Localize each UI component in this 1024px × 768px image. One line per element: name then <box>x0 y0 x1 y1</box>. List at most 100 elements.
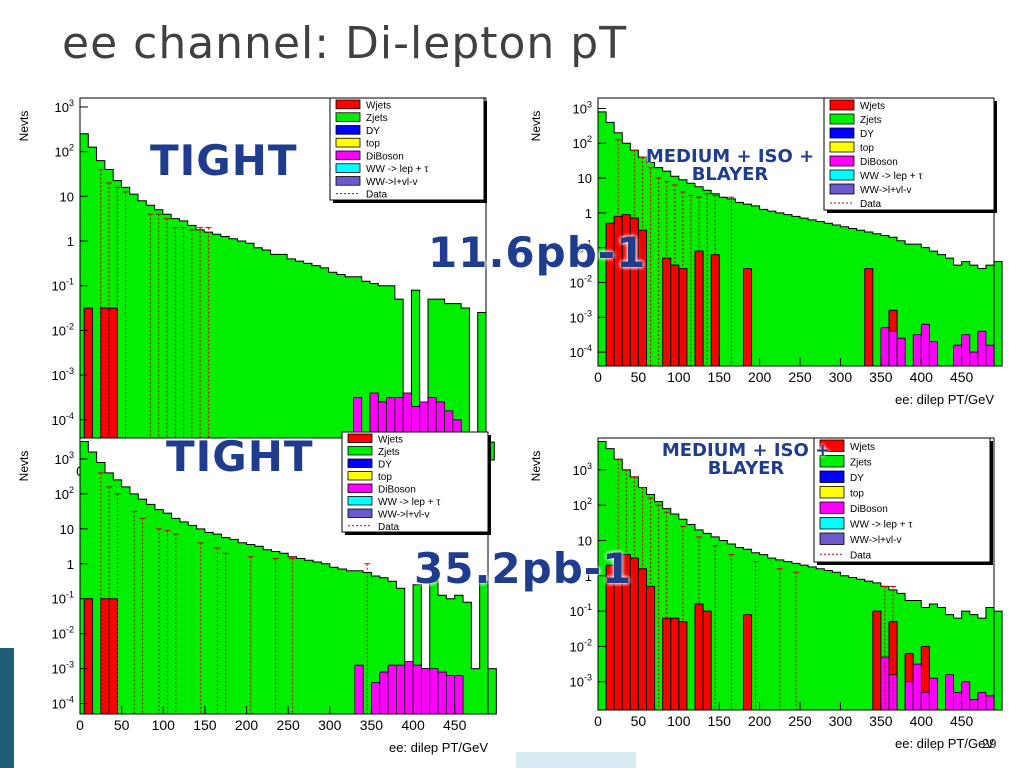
wjets-bar <box>100 598 110 715</box>
x-tick-label: 150 <box>193 717 217 733</box>
legend-swatch <box>335 112 361 122</box>
legend-swatch <box>347 508 373 518</box>
legend-swatch <box>819 455 845 468</box>
x-tick-label: 450 <box>950 713 974 729</box>
legend-swatch <box>347 433 373 443</box>
legend-label: WW -> lep + τ <box>378 497 440 508</box>
diboson-bar <box>912 334 922 367</box>
y-tick-label: 10-3 <box>570 308 592 325</box>
y-axis-label: Nevts <box>17 451 31 482</box>
wjets-bar <box>742 268 753 367</box>
legend-label: Data <box>860 199 882 210</box>
legend-label: top <box>860 143 874 154</box>
y-tick-label: 10-1 <box>52 277 74 294</box>
diboson-bar <box>985 695 995 711</box>
legend-label: DY <box>378 459 392 470</box>
y-tick-label: 1 <box>585 206 592 221</box>
legend-swatch <box>819 439 845 452</box>
wjets-bar <box>108 598 118 715</box>
decorative-band <box>0 648 14 768</box>
x-tick-label: 350 <box>360 717 384 733</box>
legend-swatch <box>819 486 845 499</box>
y-tick-label: 102 <box>55 485 74 502</box>
x-tick-label: 200 <box>748 713 772 729</box>
page-number: 29 <box>982 736 997 751</box>
x-tick-label: 200 <box>748 369 772 385</box>
legend-label: WW -> lep + τ <box>850 519 912 530</box>
diboson-bar <box>420 668 431 715</box>
y-axis-label: Nevts <box>529 451 543 482</box>
y-tick-label: 10-2 <box>570 637 592 654</box>
y-tick-label: 10 <box>578 171 592 186</box>
diboson-bar <box>454 675 464 715</box>
legend-label: top <box>366 139 380 150</box>
wjets-bar <box>872 610 882 711</box>
chart-overlay-label: TIGHT <box>166 432 314 481</box>
diboson-bar <box>379 671 389 715</box>
legend-label: DY <box>366 126 380 137</box>
legend-label: Zjets <box>378 447 400 458</box>
y-tick-label: 10-3 <box>570 673 592 690</box>
legend-label: DiBoson <box>378 484 416 495</box>
wjets-bar <box>742 614 753 711</box>
x-tick-label: 400 <box>401 717 425 733</box>
diboson-bar <box>371 682 381 715</box>
diboson-bar <box>387 664 397 715</box>
diboson-bar <box>953 344 963 367</box>
legend-swatch <box>829 99 855 111</box>
legend-swatch <box>335 99 361 110</box>
diboson-bar <box>977 330 987 367</box>
legend-swatch <box>829 141 855 153</box>
chart-panel-tight-35pb: 103 102 10 1 10-1 10-2 10-3 10-4 0 50 100 150 200 250… <box>0 428 512 768</box>
x-tick-label: 0 <box>594 713 602 729</box>
chart-panel-tight-11pb: 10310210110-110-210-310-4050100150200250… <box>0 88 512 501</box>
y-tick-label: 10-4 <box>52 411 74 428</box>
legend-swatch <box>819 470 845 483</box>
chart-svg: 10310210110-110-210-310-4050100150200250… <box>17 97 495 501</box>
x-tick-label: 450 <box>443 717 467 733</box>
diboson-bar <box>437 671 447 715</box>
chart-overlay-label: MEDIUM + ISO + BLAYER <box>661 440 831 479</box>
x-tick-label: 350 <box>869 713 893 729</box>
x-tick-label: 50 <box>631 369 647 385</box>
legend-swatch <box>347 483 373 493</box>
wjets-bar <box>83 598 93 715</box>
plot-frame <box>597 437 995 711</box>
wjets-bar <box>864 268 874 367</box>
y-tick-label: 10-2 <box>52 625 74 642</box>
diboson-bar <box>904 681 914 711</box>
diboson-bar <box>404 661 414 715</box>
y-tick-label: 10-4 <box>570 343 592 360</box>
plot-frame <box>79 437 489 715</box>
y-axis-label: Nevts <box>17 111 31 142</box>
diboson-bar <box>888 330 898 367</box>
x-tick-label: 0 <box>594 369 602 385</box>
y-tick-label: 10 <box>578 533 592 548</box>
y-tick-label: 10 <box>60 522 74 537</box>
legend-swatch <box>829 127 855 139</box>
diboson-bar <box>961 681 971 711</box>
legend-label: Zjets <box>860 115 882 126</box>
diboson-bar <box>896 337 906 367</box>
legend-swatch <box>347 471 373 481</box>
y-axis-label: Nevts <box>529 111 543 142</box>
legend-label: WW -> lep + τ <box>366 164 428 175</box>
legend-label: DiBoson <box>860 157 898 168</box>
x-tick-label: 200 <box>235 717 259 733</box>
x-tick-label: 400 <box>910 369 934 385</box>
legend-label: Data <box>366 190 388 201</box>
legend-label: DiBoson <box>850 504 888 515</box>
legend-label: Wjets <box>378 434 403 445</box>
legend-swatch <box>335 176 361 186</box>
legend-swatch <box>335 163 361 173</box>
legend-swatch <box>829 169 855 181</box>
x-tick-label: 250 <box>788 713 812 729</box>
diboson-bar <box>920 691 930 711</box>
legend-label: top <box>850 488 864 499</box>
x-tick-label: 100 <box>667 713 691 729</box>
legend-swatch <box>347 458 373 468</box>
diboson-bar <box>945 674 954 711</box>
y-tick-label: 103 <box>55 98 74 115</box>
x-tick-label: 350 <box>869 369 893 385</box>
